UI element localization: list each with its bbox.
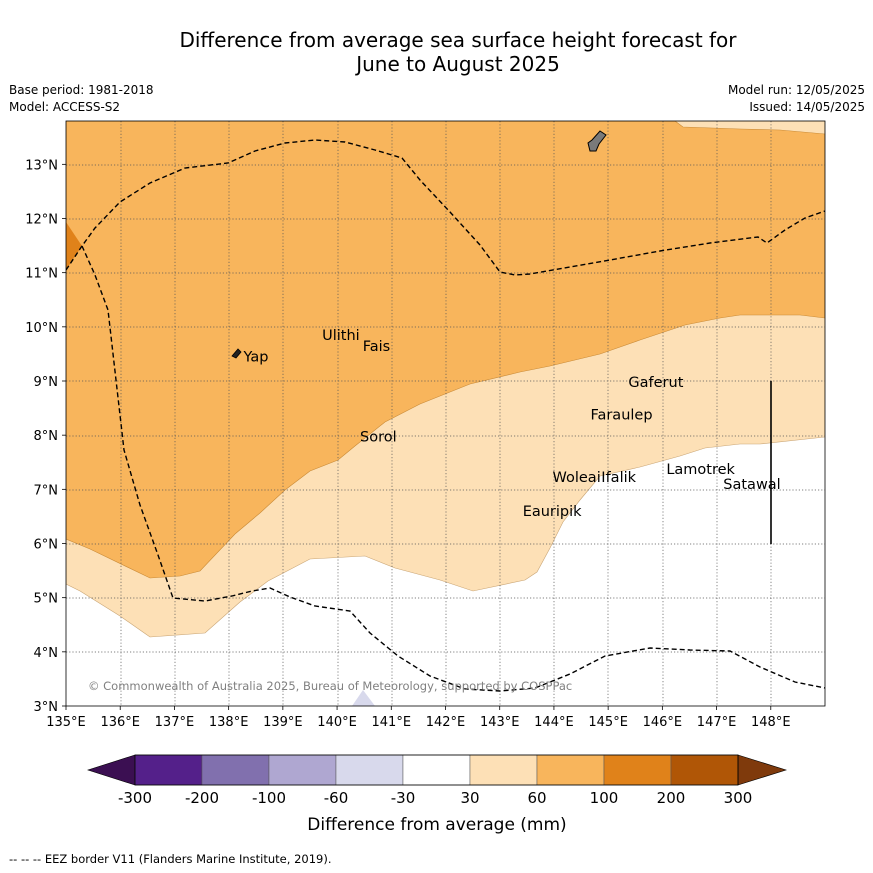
model-text: Model: ACCESS-S2 (9, 100, 121, 114)
place-label-yap: Yap (242, 350, 268, 366)
colorbar-tick-label: -300 (118, 789, 152, 807)
lon-tick-label: 135°E (46, 715, 86, 730)
lat-tick-label: 7°N (34, 483, 59, 498)
lon-tick-label: 146°E (643, 715, 683, 730)
lon-tick-label: 137°E (155, 715, 195, 730)
lat-tick-label: 8°N (34, 429, 59, 444)
lon-tick-label: 141°E (372, 715, 412, 730)
lat-tick-label: 5°N (34, 592, 59, 607)
colorbar-extend-high (737, 754, 788, 786)
lon-tick-label: 139°E (263, 715, 303, 730)
colorbar-segment (335, 754, 404, 786)
place-label-fais: Fais (363, 339, 390, 355)
model-run-text: Model run: 12/05/2025 (727, 83, 865, 97)
colorbar-segment (603, 754, 672, 786)
lon-tick-label: 142°E (426, 715, 466, 730)
place-label-faraulep: Faraulep (590, 408, 652, 424)
lon-tick-labels: 135°E 136°E 137°E 138°E 139°E 140°E 141°E 142°E… (46, 706, 791, 730)
lon-tick-label: 148°E (751, 715, 791, 730)
colorbar-label: Difference from average (mm) (307, 815, 566, 835)
lat-tick-label: 6°N (34, 538, 59, 553)
band-60-100 (66, 121, 825, 579)
grid (66, 121, 825, 706)
colorbar-segment (469, 754, 538, 786)
lat-tick-label: 9°N (34, 375, 59, 390)
place-label-sorol: Sorol (360, 429, 397, 445)
lon-tick-label: 143°E (480, 715, 520, 730)
colorbar-tick-label: -200 (185, 789, 219, 807)
colorbar-segment (268, 754, 337, 786)
colorbar-frame (134, 754, 739, 786)
meta-right: Model run: 12/05/2025 Issued: 14/05/2025 (728, 82, 865, 116)
island-yap (231, 348, 242, 359)
colorbar-segment (134, 754, 203, 786)
title-line-2: June to August 2025 (356, 52, 560, 76)
title-line-1: Difference from average sea surface heig… (179, 28, 737, 52)
lon-tick-label: 136°E (100, 715, 140, 730)
colorbar-tick-label: -60 (324, 789, 349, 807)
place-label-eauripik: Eauripik (523, 504, 582, 520)
eez-footnote: -- -- -- EEZ border V11 (Flanders Marine… (9, 852, 332, 866)
lat-tick-labels: 3°N 4°N 5°N 6°N 7°N 8°N 9°N 10°N 11°N 12°N 13°N (25, 158, 66, 715)
lat-tick-label: 13°N (25, 158, 58, 173)
colorbar: -300 -200 -100 -60 -30 30 60 100 200 300 (87, 754, 788, 807)
map-copyright: © Commonwealth of Australia 2025, Bureau… (88, 679, 572, 693)
lon-tick-label: 138°E (209, 715, 249, 730)
lon-tick-label: 147°E (697, 715, 737, 730)
warm-feature (352, 690, 375, 706)
place-label-lamotrek: Lamotrek (666, 462, 735, 478)
map-title: Difference from average sea surface heig… (0, 28, 873, 76)
island-guam (587, 130, 607, 152)
colorbar-segment (201, 754, 270, 786)
place-label-woleai: Woleai (553, 470, 601, 486)
colorbar-tick-label: 60 (527, 789, 546, 807)
lon-tick-label: 144°E (534, 715, 574, 730)
map-plot-area (66, 121, 825, 706)
eez-border-west (81, 245, 825, 692)
band-100-200 (66, 222, 82, 270)
colorbar-tick-label: -100 (252, 789, 286, 807)
colorbar-tick-label: -30 (391, 789, 416, 807)
colorbar-tick-label: 100 (590, 789, 619, 807)
lat-tick-label: 4°N (34, 646, 59, 661)
colorbar-segment (670, 754, 739, 786)
colorbar-segment (402, 754, 471, 786)
place-label-satawal: Satawal (723, 477, 780, 493)
place-label-ulithi: Ulithi (322, 328, 360, 344)
lat-tick-label: 12°N (25, 213, 58, 228)
lat-tick-label: 3°N (34, 700, 59, 715)
colorbar-extend-low (87, 754, 136, 786)
place-label-ifalik: Ifalik (601, 470, 636, 486)
base-period-text: Base period: 1981-2018 (9, 83, 154, 97)
eez-border-main (66, 139, 825, 276)
colorbar-tick-label: 300 (724, 789, 753, 807)
lat-tick-label: 11°N (25, 267, 58, 282)
lon-tick-label: 145°E (588, 715, 628, 730)
lon-tick-label: 140°E (317, 715, 357, 730)
issued-text: Issued: 14/05/2025 (749, 100, 865, 114)
place-label-gaferut: Gaferut (628, 375, 683, 391)
meta-left: Base period: 1981-2018 Model: ACCESS-S2 (9, 82, 154, 116)
colorbar-tick-label: 30 (460, 789, 479, 807)
colorbar-segment (536, 754, 605, 786)
lat-tick-label: 10°N (25, 321, 58, 336)
colorbar-tick-label: 200 (657, 789, 686, 807)
